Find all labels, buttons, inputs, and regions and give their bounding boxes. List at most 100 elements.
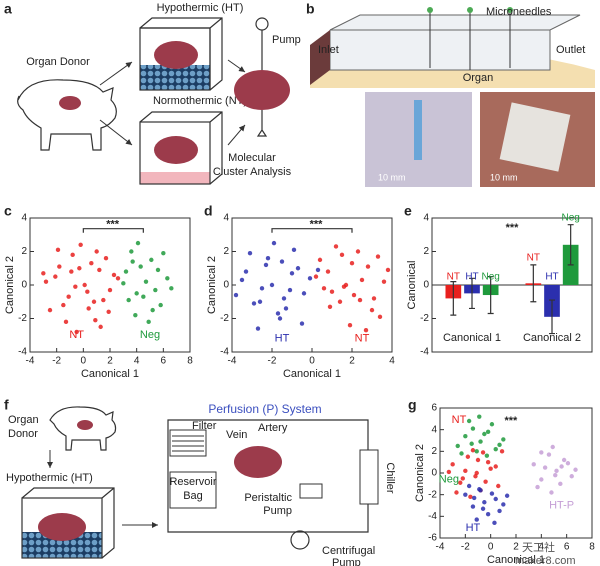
label: Donor bbox=[8, 428, 38, 440]
point bbox=[107, 287, 113, 293]
panel-label: f bbox=[4, 397, 9, 413]
point bbox=[359, 277, 365, 283]
y-axis-label: Canonical 2 bbox=[414, 444, 426, 502]
point bbox=[371, 296, 377, 301]
box bbox=[139, 121, 211, 185]
point bbox=[477, 414, 482, 419]
point bbox=[275, 311, 281, 316]
bracket bbox=[82, 228, 144, 233]
x-tick-label: -2 bbox=[52, 356, 61, 367]
point bbox=[499, 449, 505, 454]
kidney bbox=[59, 96, 81, 110]
series-label: NT bbox=[452, 414, 467, 426]
point bbox=[475, 457, 481, 463]
ice bbox=[140, 65, 210, 90]
kidney bbox=[77, 420, 93, 430]
x-tick-label: 2 bbox=[513, 542, 519, 553]
plot-frame bbox=[439, 407, 593, 539]
error-bar bbox=[469, 277, 475, 310]
point bbox=[493, 464, 498, 469]
label: Filter bbox=[192, 420, 217, 432]
point bbox=[488, 466, 493, 471]
y-tick-label: -4 bbox=[420, 347, 429, 358]
annotation: *** bbox=[106, 219, 120, 231]
point bbox=[485, 429, 491, 435]
x-tick-label: -4 bbox=[228, 356, 237, 367]
channel bbox=[329, 14, 581, 71]
label: Microneedles bbox=[486, 6, 552, 18]
point bbox=[497, 442, 502, 448]
point bbox=[97, 267, 102, 273]
point bbox=[101, 297, 106, 303]
filter-lines bbox=[172, 435, 204, 452]
y-tick-label: -2 bbox=[18, 313, 27, 324]
label: Molecular bbox=[228, 152, 276, 164]
x-tick-label: -4 bbox=[436, 542, 445, 553]
point bbox=[466, 418, 472, 424]
error-bar bbox=[530, 264, 537, 303]
point bbox=[149, 257, 154, 263]
point bbox=[271, 240, 277, 246]
error-bar bbox=[549, 299, 555, 335]
arrow bbox=[99, 119, 133, 146]
point bbox=[450, 462, 455, 467]
point bbox=[129, 249, 134, 254]
x-tick-label: 4 bbox=[539, 542, 545, 553]
point bbox=[239, 277, 245, 283]
point bbox=[121, 281, 126, 286]
title: Perfusion (P) System bbox=[208, 402, 321, 416]
x-axis-label: Canonical 1 bbox=[283, 368, 341, 380]
point bbox=[55, 247, 61, 253]
point bbox=[277, 316, 283, 321]
point bbox=[339, 252, 345, 258]
box bbox=[139, 27, 211, 91]
point bbox=[482, 500, 487, 505]
y-tick-label: 4 bbox=[431, 424, 437, 435]
y-tick-label: 2 bbox=[431, 446, 437, 457]
y-tick-label: 2 bbox=[21, 246, 27, 257]
point bbox=[126, 297, 131, 303]
point bbox=[301, 291, 307, 296]
panel-f: Organ Donor Hypothermic (HT) Perfusion (… bbox=[6, 402, 396, 566]
point bbox=[349, 261, 355, 266]
base bbox=[140, 172, 210, 184]
point bbox=[269, 282, 275, 288]
circuit bbox=[167, 419, 369, 533]
y-tick-label: 0 bbox=[423, 280, 429, 291]
y-tick-label: 4 bbox=[21, 213, 27, 224]
category-label: Canonical 1 bbox=[443, 332, 501, 344]
series-label: NT bbox=[355, 333, 370, 345]
point bbox=[480, 506, 486, 511]
y-tick-label: 2 bbox=[423, 246, 429, 257]
y-tick-label: 0 bbox=[431, 468, 437, 479]
point bbox=[295, 266, 301, 271]
point bbox=[539, 450, 544, 455]
point bbox=[66, 294, 71, 299]
series-label: Neg bbox=[561, 212, 579, 223]
point bbox=[485, 459, 491, 465]
point bbox=[369, 307, 375, 313]
point bbox=[478, 439, 483, 444]
point bbox=[573, 467, 578, 472]
point bbox=[169, 286, 174, 291]
filter bbox=[169, 429, 207, 457]
y-tick-label: 0 bbox=[223, 280, 229, 291]
point bbox=[307, 276, 313, 281]
label: Chiller bbox=[384, 462, 396, 494]
label: Cluster Analysis bbox=[213, 166, 292, 178]
y-tick-label: 4 bbox=[223, 213, 229, 224]
point bbox=[485, 511, 491, 517]
point bbox=[93, 317, 98, 323]
point bbox=[357, 297, 363, 303]
point bbox=[483, 479, 488, 484]
point bbox=[501, 502, 506, 507]
x-tick-label: 0 bbox=[488, 542, 494, 553]
point bbox=[482, 431, 487, 437]
point bbox=[385, 267, 391, 273]
point bbox=[265, 256, 271, 261]
point bbox=[375, 254, 381, 259]
point bbox=[469, 441, 474, 446]
panel-label: e bbox=[404, 203, 412, 219]
series-label: Neg bbox=[140, 329, 160, 341]
arrow bbox=[227, 59, 246, 73]
